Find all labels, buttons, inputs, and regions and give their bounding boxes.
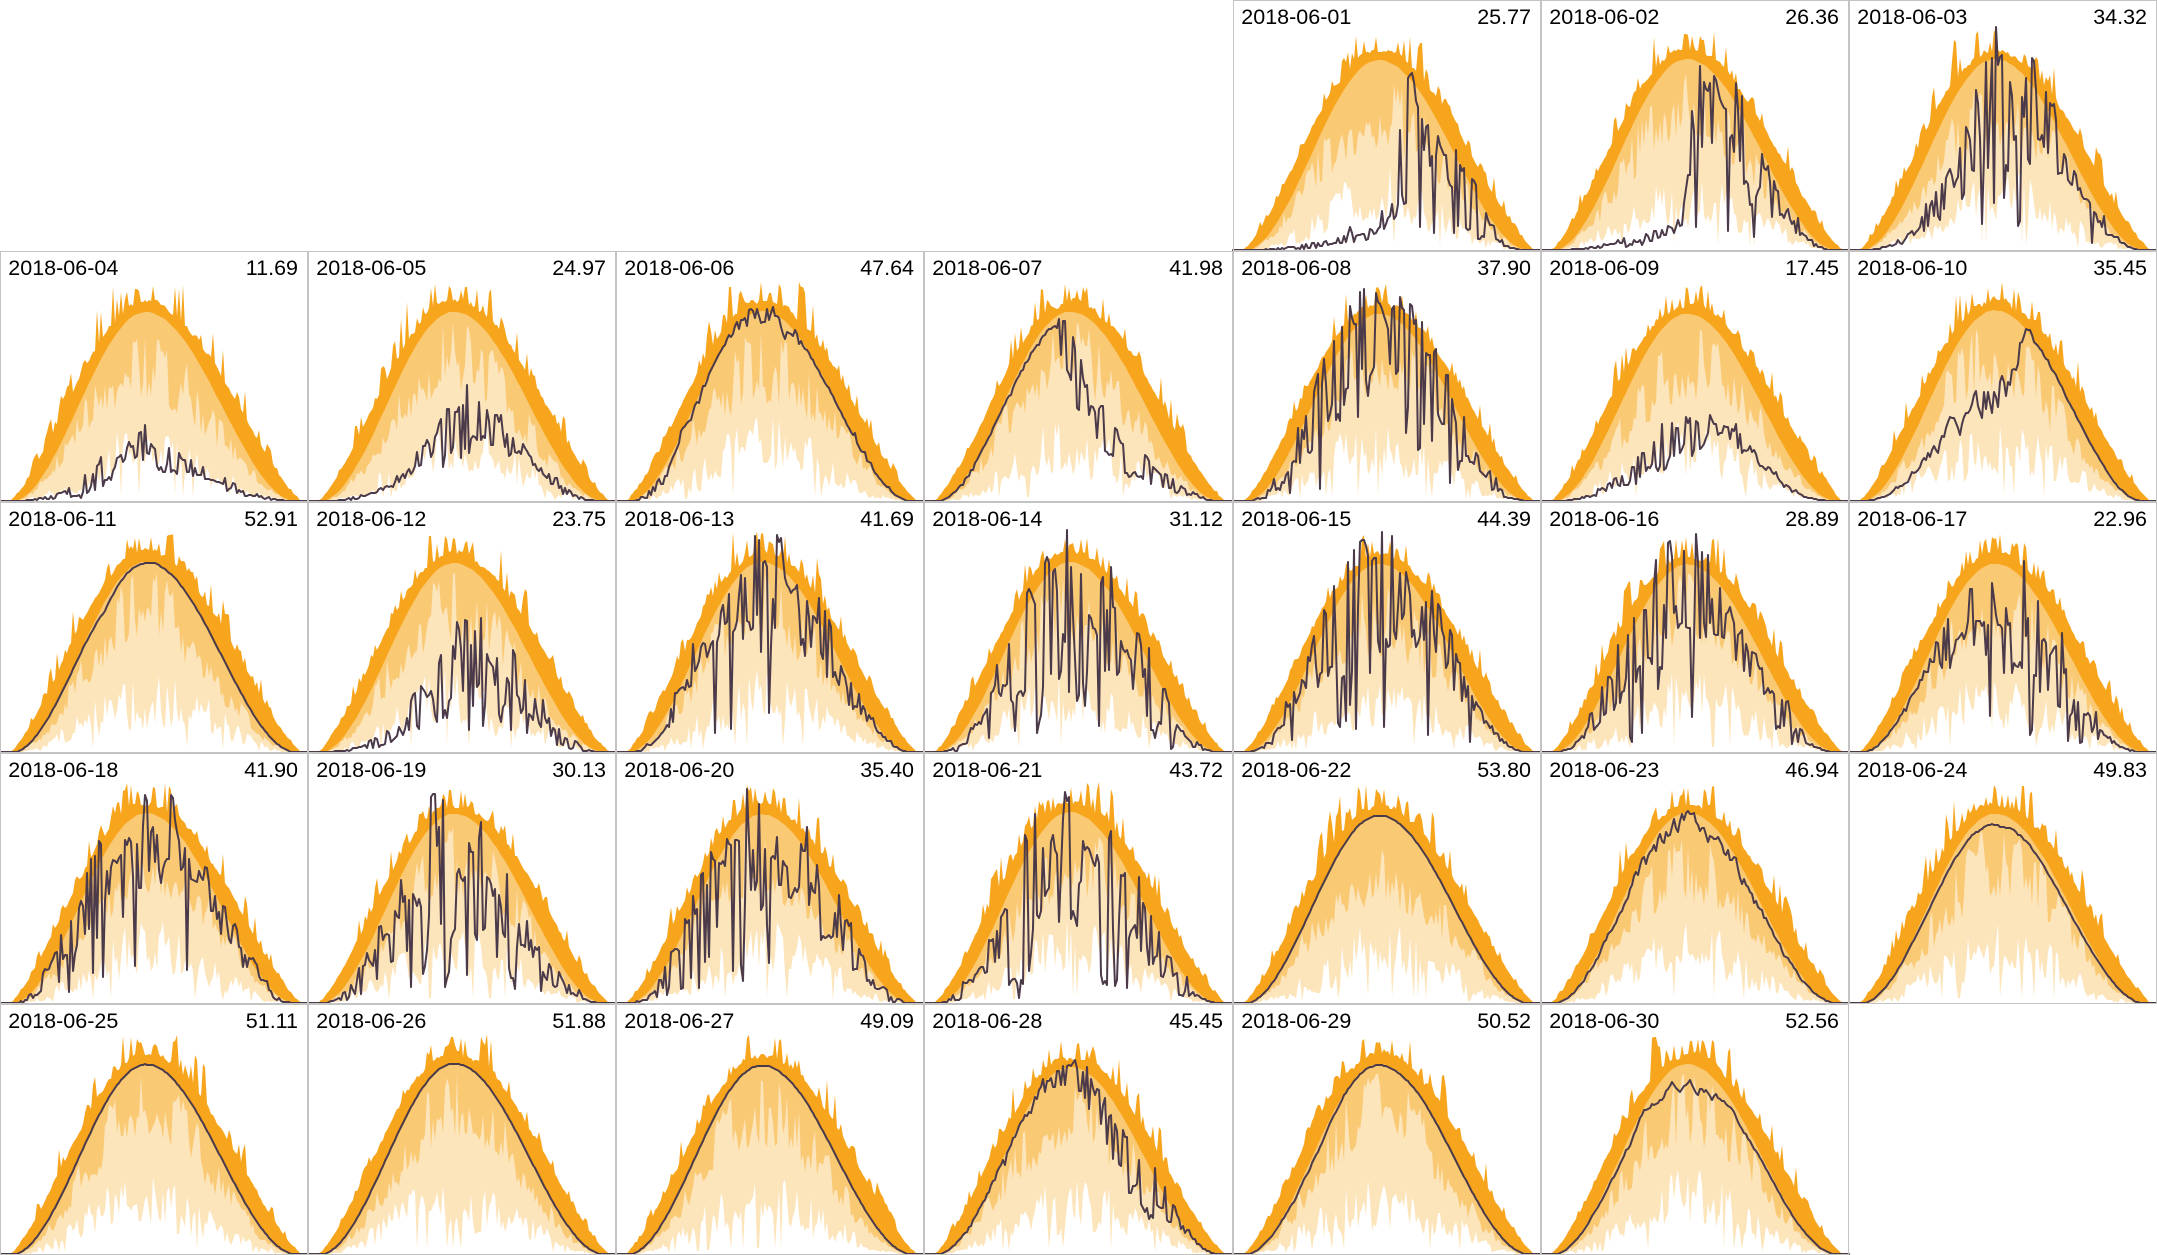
svg-text:34.32: 34.32 <box>2093 5 2147 29</box>
svg-text:2018-06-16: 2018-06-16 <box>1549 507 1659 531</box>
svg-text:41.69: 41.69 <box>860 507 914 531</box>
svg-text:35.45: 35.45 <box>2093 256 2147 280</box>
svg-text:17.45: 17.45 <box>1785 256 1839 280</box>
svg-text:2018-06-24: 2018-06-24 <box>1857 758 1967 782</box>
svg-text:49.83: 49.83 <box>2093 758 2147 782</box>
svg-text:52.91: 52.91 <box>244 507 298 531</box>
svg-text:53.80: 53.80 <box>1477 758 1531 782</box>
svg-text:31.12: 31.12 <box>1169 507 1223 531</box>
svg-text:50.52: 50.52 <box>1477 1009 1531 1033</box>
svg-text:25.77: 25.77 <box>1477 5 1531 29</box>
svg-text:2018-06-17: 2018-06-17 <box>1857 507 1967 531</box>
svg-text:49.09: 49.09 <box>860 1009 914 1033</box>
svg-text:26.36: 26.36 <box>1785 5 1839 29</box>
svg-text:41.90: 41.90 <box>244 758 298 782</box>
svg-text:11.69: 11.69 <box>246 256 298 280</box>
svg-text:28.89: 28.89 <box>1785 507 1839 531</box>
svg-text:23.75: 23.75 <box>552 507 606 531</box>
svg-text:2018-06-03: 2018-06-03 <box>1857 5 1967 29</box>
svg-text:2018-06-05: 2018-06-05 <box>316 256 426 280</box>
svg-text:2018-06-08: 2018-06-08 <box>1241 256 1351 280</box>
svg-text:2018-06-29: 2018-06-29 <box>1241 1009 1351 1033</box>
svg-text:2018-06-27: 2018-06-27 <box>624 1009 734 1033</box>
svg-text:41.98: 41.98 <box>1169 256 1223 280</box>
svg-text:2018-06-15: 2018-06-15 <box>1241 507 1351 531</box>
svg-text:2018-06-28: 2018-06-28 <box>932 1009 1042 1033</box>
svg-text:2018-06-01: 2018-06-01 <box>1241 5 1351 29</box>
svg-text:2018-06-12: 2018-06-12 <box>316 507 426 531</box>
svg-text:46.94: 46.94 <box>1785 758 1839 782</box>
svg-text:2018-06-06: 2018-06-06 <box>624 256 734 280</box>
svg-text:2018-06-02: 2018-06-02 <box>1549 5 1659 29</box>
svg-text:47.64: 47.64 <box>860 256 914 280</box>
svg-text:2018-06-13: 2018-06-13 <box>624 507 734 531</box>
svg-text:2018-06-25: 2018-06-25 <box>8 1009 118 1033</box>
svg-text:30.13: 30.13 <box>552 758 606 782</box>
svg-text:24.97: 24.97 <box>552 256 606 280</box>
svg-text:2018-06-14: 2018-06-14 <box>932 507 1042 531</box>
svg-text:52.56: 52.56 <box>1785 1009 1839 1033</box>
svg-text:2018-06-10: 2018-06-10 <box>1857 256 1967 280</box>
svg-text:44.39: 44.39 <box>1477 507 1531 531</box>
svg-text:37.90: 37.90 <box>1477 256 1531 280</box>
svg-text:2018-06-23: 2018-06-23 <box>1549 758 1659 782</box>
svg-text:2018-06-11: 2018-06-11 <box>8 507 116 531</box>
svg-text:2018-06-21: 2018-06-21 <box>932 758 1042 782</box>
svg-text:2018-06-07: 2018-06-07 <box>932 256 1042 280</box>
svg-text:51.11: 51.11 <box>246 1009 298 1033</box>
svg-text:2018-06-04: 2018-06-04 <box>8 256 118 280</box>
svg-text:43.72: 43.72 <box>1169 758 1223 782</box>
svg-text:45.45: 45.45 <box>1169 1009 1223 1033</box>
svg-text:22.96: 22.96 <box>2093 507 2147 531</box>
svg-text:35.40: 35.40 <box>860 758 914 782</box>
svg-text:2018-06-18: 2018-06-18 <box>8 758 118 782</box>
svg-text:51.88: 51.88 <box>552 1009 606 1033</box>
svg-text:2018-06-20: 2018-06-20 <box>624 758 734 782</box>
svg-text:2018-06-26: 2018-06-26 <box>316 1009 426 1033</box>
svg-text:2018-06-30: 2018-06-30 <box>1549 1009 1659 1033</box>
svg-text:2018-06-19: 2018-06-19 <box>316 758 426 782</box>
svg-text:2018-06-09: 2018-06-09 <box>1549 256 1659 280</box>
svg-text:2018-06-22: 2018-06-22 <box>1241 758 1351 782</box>
